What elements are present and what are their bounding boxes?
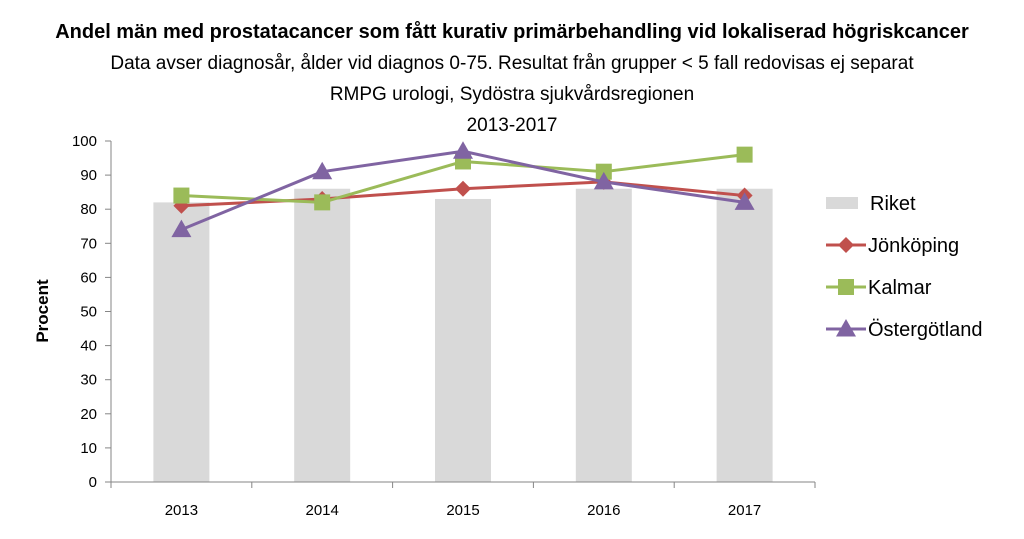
bar-riket-2013 xyxy=(153,202,210,482)
legend: Riket Jönköping Kalmar Östergötland xyxy=(826,193,983,341)
y-tick-label: 100 xyxy=(72,133,97,150)
y-tick-label: 80 xyxy=(80,201,97,218)
plot-area: 0 10 20 30 40 50 60 70 80 90 100 2013 2014 2015 2016 20… xyxy=(72,133,816,519)
legend-swatch-riket xyxy=(826,197,858,209)
legend-marker-östergötland xyxy=(836,319,856,337)
legend-label-riket: Riket xyxy=(870,193,916,215)
point-kalmar-2017 xyxy=(736,146,753,163)
y-axis-label: Procent xyxy=(33,279,52,343)
y-tick-label: 90 xyxy=(80,167,97,184)
point-östergötland-2015 xyxy=(453,141,473,159)
chart-subtitle-line-2: RMPG urologi, Sydöstra sjukvårdsregionen xyxy=(330,84,694,105)
chart-subtitle-line-1: Data avser diagnosår, ålder vid diagnos … xyxy=(110,53,914,74)
y-tick-label: 20 xyxy=(80,406,97,423)
y-tick-label: 40 xyxy=(80,338,97,355)
y-tick-label: 30 xyxy=(80,372,97,389)
chart-title: Andel män med prostatacancer som fått ku… xyxy=(55,20,969,43)
x-tick-label: 2014 xyxy=(306,502,339,519)
point-östergötland-2016 xyxy=(593,171,614,190)
point-östergötland-2014 xyxy=(312,161,333,180)
legend-label-kalmar: Kalmar xyxy=(868,277,932,299)
chart-subtitle-line-3: 2013-2017 xyxy=(467,115,558,136)
x-tick-label: 2016 xyxy=(587,502,620,519)
bar-riket-2014 xyxy=(294,188,351,483)
point-kalmar-2013 xyxy=(173,187,190,204)
legend-label-östergötland: Östergötland xyxy=(868,319,983,341)
y-tick-label: 0 xyxy=(89,474,97,491)
y-tick-label: 70 xyxy=(80,235,97,252)
point-östergötland-2013 xyxy=(171,219,192,238)
point-kalmar-2016 xyxy=(595,163,612,180)
legend-marker-kalmar xyxy=(838,279,854,295)
legend-marker-jönköping xyxy=(838,237,854,253)
x-tick-label: 2015 xyxy=(446,502,479,519)
y-tick-label: 10 xyxy=(80,440,97,457)
point-kalmar-2014 xyxy=(314,194,331,211)
bar-riket-2015 xyxy=(435,198,491,482)
bar-riket-2016 xyxy=(575,188,632,483)
y-tick-label: 60 xyxy=(80,269,97,286)
x-tick-label: 2017 xyxy=(728,502,761,519)
point-jönköping-2015 xyxy=(455,180,471,197)
legend-label-jönköping: Jönköping xyxy=(868,235,959,257)
bar-riket-2017 xyxy=(716,188,773,483)
point-östergötland-2017 xyxy=(734,192,755,210)
x-tick-label: 2013 xyxy=(165,502,198,519)
y-tick-label: 50 xyxy=(80,304,97,321)
